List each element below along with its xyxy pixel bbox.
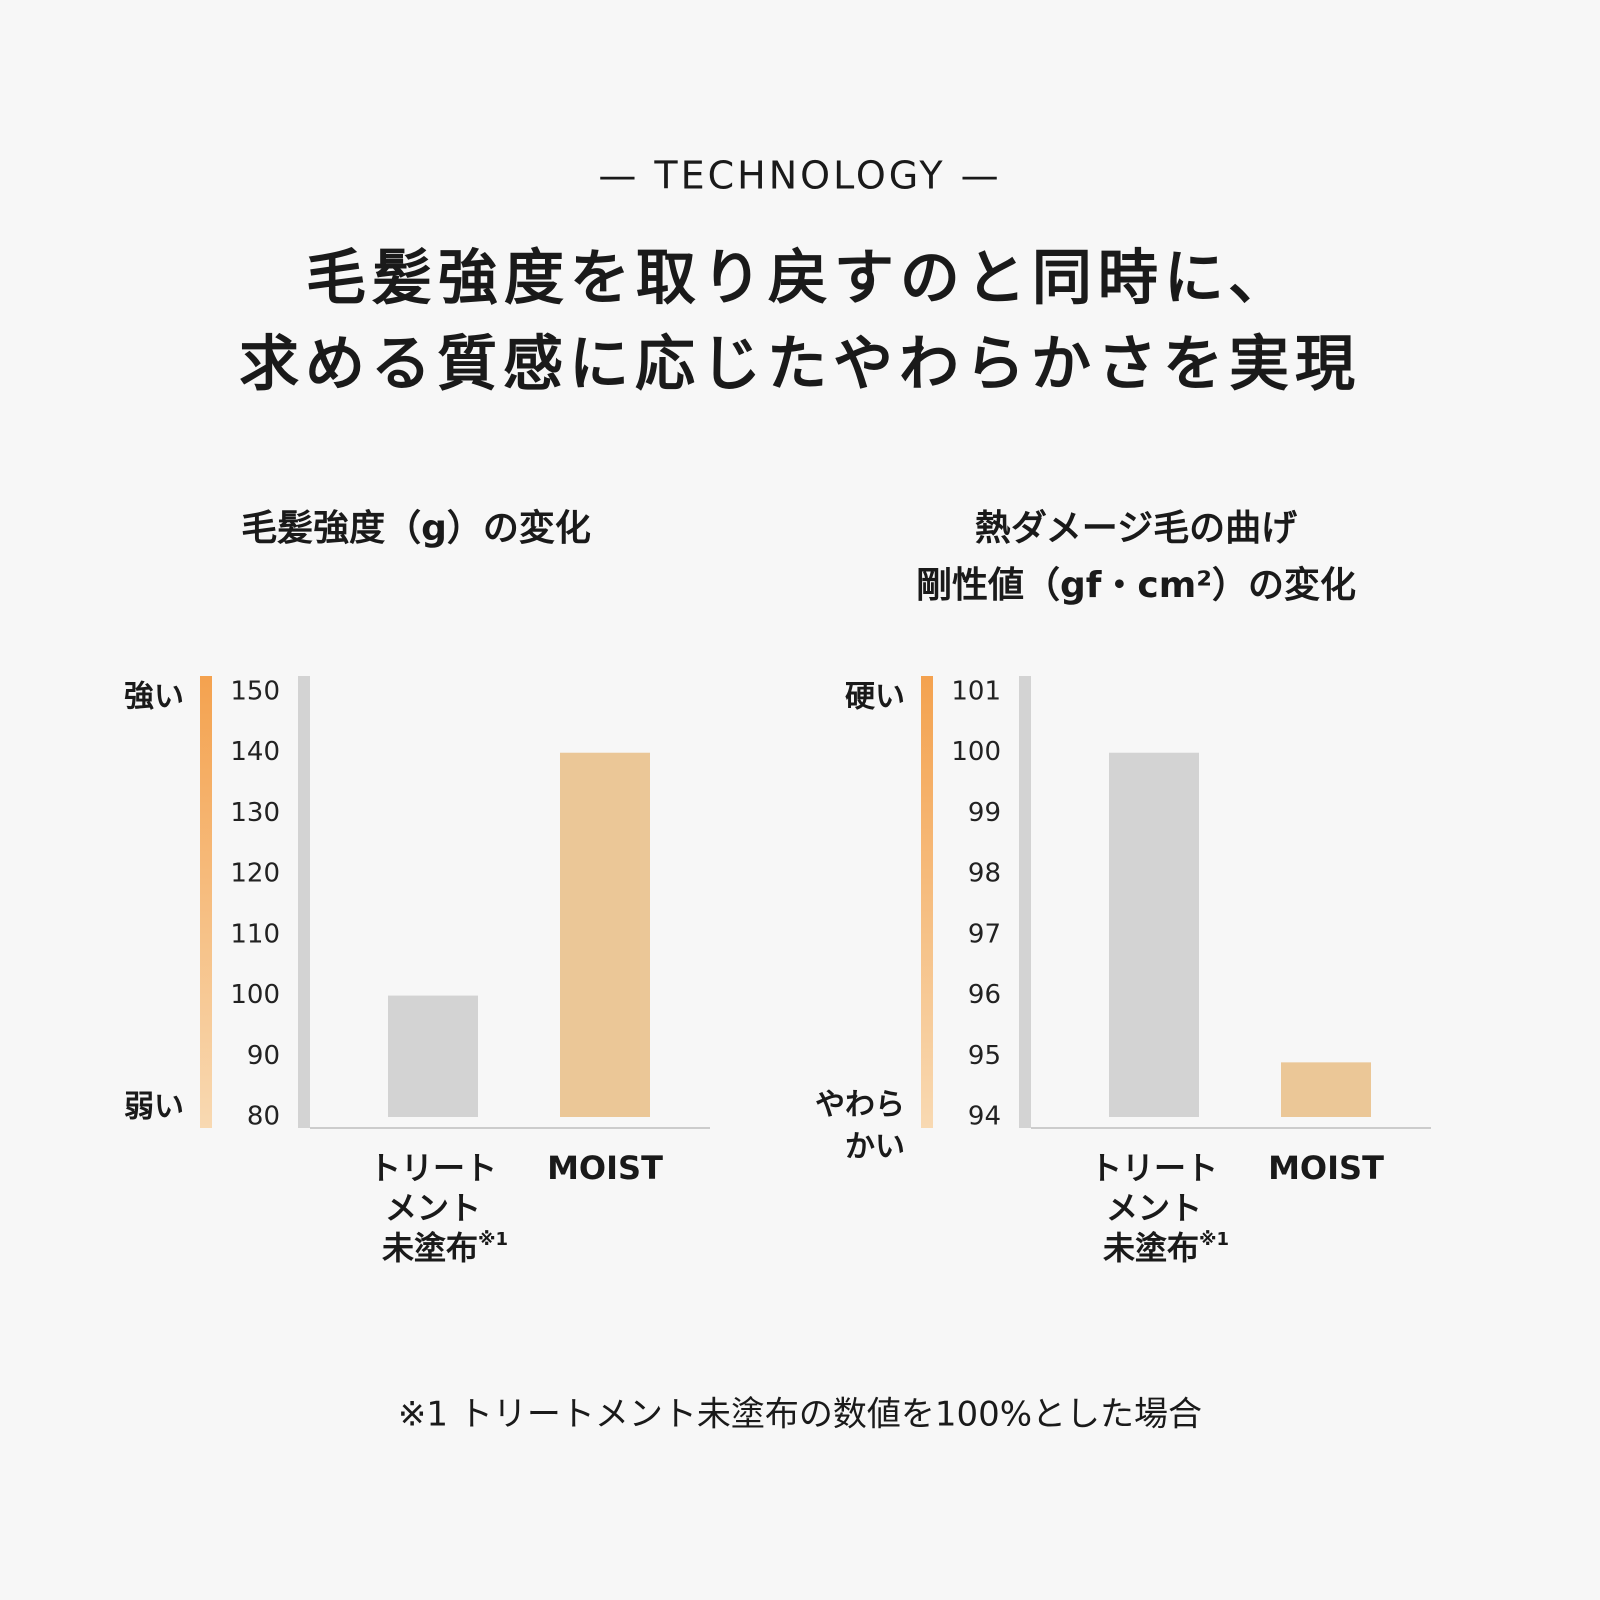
y-tick-label: 150 [230,677,280,707]
footnote: ※1 トリートメント未塗布の数値を100%とした場合 [398,1395,1202,1435]
bar [1109,752,1199,1117]
y-tick-label: 100 [951,737,1001,767]
x-tick-note: ※1 [478,1229,508,1250]
scale-gradient [200,676,212,1128]
axis-low-label: 弱い [124,1090,184,1125]
bar [560,752,650,1117]
x-tick-label: 未塗布※1 [382,1229,508,1267]
x-tick-label: トリート [1090,1149,1218,1187]
axis-high-label: 硬い [845,680,905,715]
y-tick-label: 95 [968,1041,1001,1071]
chart-title: 熱ダメージ毛の曲げ [975,508,1297,549]
x-tick-line: 未塗布 [1103,1229,1199,1267]
x-tick-line: MOIST [1268,1149,1384,1187]
x-tick-label: MOIST [1268,1149,1384,1187]
x-tick-label: メント [385,1189,481,1227]
y-tick-label: 120 [230,859,280,889]
y-tick-label: 80 [247,1102,280,1132]
chart-title: 毛髪強度（g）の変化 [241,507,591,549]
y-axis [298,676,310,1128]
y-tick-label: 90 [247,1041,280,1071]
main-title: 求める質感に応じたやわらかさを実現 [239,330,1361,400]
x-tick-label: MOIST [547,1149,663,1187]
x-tick-line: トリート [1090,1149,1218,1187]
y-tick-label: 110 [230,919,280,949]
chart-title: 剛性値（gf・cm²）の変化 [916,564,1356,606]
y-tick-label: 140 [230,737,280,767]
axis-high-label: 強い [124,680,184,715]
x-tick-label: 未塗布※1 [1103,1229,1229,1267]
y-tick-label: 97 [968,919,1001,949]
x-tick-line: メント [1106,1189,1202,1227]
y-tick-label: 98 [968,859,1001,889]
axis-low-label: かい [845,1130,905,1165]
x-tick-line: 未塗布 [382,1229,478,1267]
scale-gradient [921,676,933,1128]
x-tick-line: MOIST [547,1149,663,1187]
x-tick-line: メント [385,1189,481,1227]
main-title: 毛髪強度を取り戻すのと同時に、 [306,244,1294,314]
bar [1281,1062,1371,1117]
y-tick-label: 96 [968,980,1001,1010]
x-tick-note: ※1 [1199,1229,1229,1250]
y-tick-label: 99 [968,798,1001,828]
y-axis [1019,676,1031,1128]
bar [388,995,478,1117]
x-tick-label: トリート [369,1149,497,1187]
eyebrow: — TECHNOLOGY — [598,154,1001,198]
y-tick-label: 130 [230,798,280,828]
x-tick-label: メント [1106,1189,1202,1227]
y-tick-label: 101 [951,677,1001,707]
y-tick-label: 100 [230,980,280,1010]
x-tick-line: トリート [369,1149,497,1187]
axis-low-label: やわら [815,1088,905,1123]
y-tick-label: 94 [968,1102,1001,1132]
